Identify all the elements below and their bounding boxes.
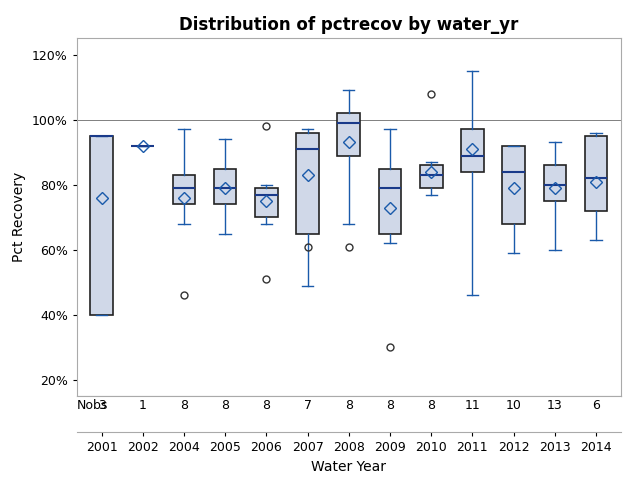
PathPatch shape [502, 146, 525, 224]
PathPatch shape [255, 188, 278, 217]
PathPatch shape [173, 175, 195, 204]
PathPatch shape [420, 165, 442, 188]
Text: 8: 8 [180, 399, 188, 412]
PathPatch shape [379, 168, 401, 234]
PathPatch shape [337, 113, 360, 156]
Text: Nobs: Nobs [77, 399, 108, 412]
Text: 8: 8 [221, 399, 229, 412]
PathPatch shape [543, 165, 566, 201]
PathPatch shape [214, 168, 237, 204]
X-axis label: Water Year: Water Year [311, 459, 387, 474]
Text: 1: 1 [139, 399, 147, 412]
Text: 7: 7 [303, 399, 312, 412]
Text: 8: 8 [262, 399, 270, 412]
Text: 11: 11 [465, 399, 480, 412]
Text: 8: 8 [386, 399, 394, 412]
Text: 6: 6 [592, 399, 600, 412]
Text: 10: 10 [506, 399, 522, 412]
Y-axis label: Pct Recovery: Pct Recovery [12, 172, 26, 263]
PathPatch shape [585, 136, 607, 211]
PathPatch shape [90, 136, 113, 315]
Text: 13: 13 [547, 399, 563, 412]
Text: 8: 8 [345, 399, 353, 412]
PathPatch shape [461, 130, 484, 172]
Text: 3: 3 [97, 399, 106, 412]
PathPatch shape [296, 133, 319, 234]
Text: 8: 8 [428, 399, 435, 412]
Title: Distribution of pctrecov by water_yr: Distribution of pctrecov by water_yr [179, 16, 518, 34]
